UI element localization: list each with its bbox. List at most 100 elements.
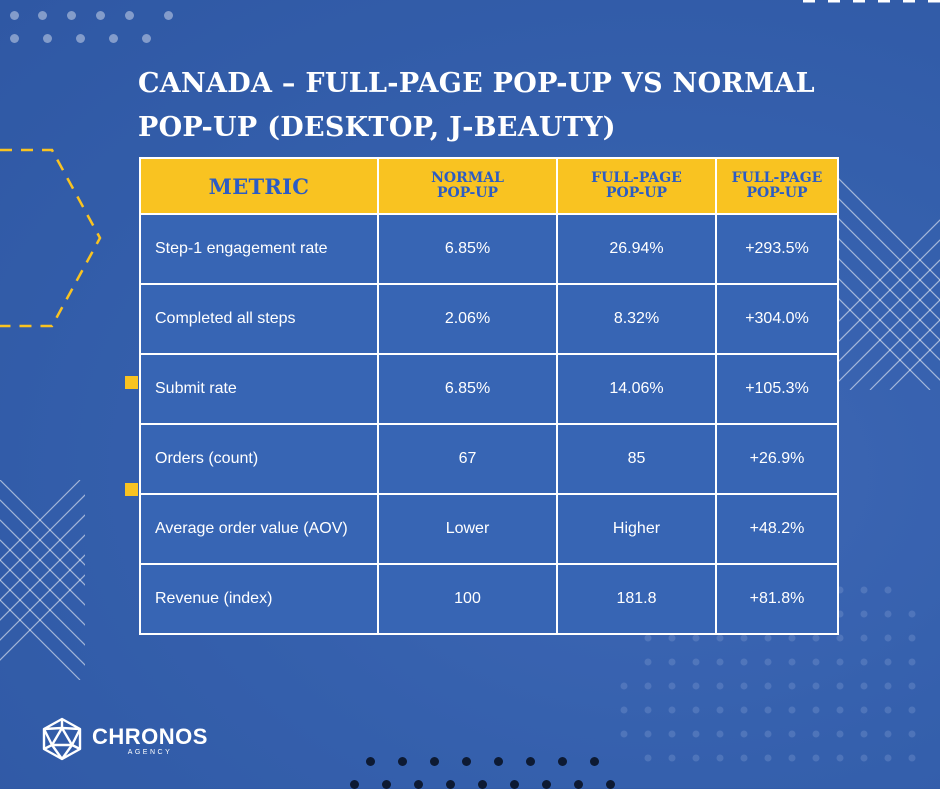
decorative-dot bbox=[884, 730, 892, 738]
decorative-dot bbox=[668, 754, 676, 762]
decorative-dot bbox=[668, 682, 676, 690]
decorative-dot bbox=[764, 658, 772, 666]
normal-popup-value: 6.85% bbox=[377, 213, 558, 285]
decorative-dot bbox=[668, 730, 676, 738]
column-header-normal-popup: NORMAL POP-UP bbox=[377, 157, 558, 215]
decorative-dot bbox=[716, 706, 724, 714]
change-value: +105.3% bbox=[715, 353, 839, 425]
decorative-dot bbox=[788, 658, 796, 666]
decorative-dot bbox=[716, 730, 724, 738]
decorative-dot bbox=[812, 754, 820, 762]
decorative-dot bbox=[692, 634, 700, 642]
decorative-dot bbox=[644, 754, 652, 762]
decorative-dot bbox=[716, 682, 724, 690]
decorative-dot bbox=[908, 682, 916, 690]
decorative-dot bbox=[860, 586, 868, 594]
normal-popup-value: Lower bbox=[377, 493, 558, 565]
decorative-dot bbox=[860, 730, 868, 738]
decorative-dot bbox=[812, 634, 820, 642]
decorative-dot bbox=[884, 706, 892, 714]
decorative-dot bbox=[836, 634, 844, 642]
decorative-dot bbox=[462, 757, 471, 766]
yellow-square-marker bbox=[125, 483, 138, 496]
change-value: +48.2% bbox=[715, 493, 839, 565]
decorative-dot bbox=[644, 634, 652, 642]
chronos-logo: CHRONOS AGENCY bbox=[40, 717, 208, 766]
column-header-full-page-popup: FULL-PAGE POP-UP bbox=[556, 157, 717, 215]
dashed-hexagon-outline bbox=[0, 148, 102, 328]
decorative-dot bbox=[836, 730, 844, 738]
table-header-row: METRIC NORMAL POP-UP FULL-PAGE POP-UP FU… bbox=[139, 157, 839, 215]
logo-tagline: AGENCY bbox=[127, 748, 173, 756]
metric-cell: Submit rate bbox=[139, 353, 379, 425]
decorative-dot bbox=[764, 634, 772, 642]
decorative-dot bbox=[125, 11, 134, 20]
decorative-dot bbox=[620, 730, 628, 738]
decorative-dot bbox=[606, 780, 615, 789]
decorative-dot bbox=[884, 610, 892, 618]
decorative-dot bbox=[692, 706, 700, 714]
decorative-dot bbox=[740, 658, 748, 666]
decorative-dot bbox=[788, 682, 796, 690]
decorative-dot bbox=[692, 754, 700, 762]
decorative-dot bbox=[788, 706, 796, 714]
decorative-dot bbox=[142, 34, 151, 43]
decorative-dot bbox=[836, 658, 844, 666]
decorative-dot bbox=[164, 11, 173, 20]
normal-popup-value: 67 bbox=[377, 423, 558, 495]
decorative-dot bbox=[884, 586, 892, 594]
decorative-dot bbox=[67, 11, 76, 20]
decorative-dot bbox=[644, 706, 652, 714]
decorative-dot bbox=[494, 757, 503, 766]
decorative-dot bbox=[740, 634, 748, 642]
decorative-dot bbox=[644, 658, 652, 666]
decorative-dot bbox=[908, 754, 916, 762]
decorative-dot bbox=[740, 730, 748, 738]
table-row: Revenue (index) 100 181.8 +81.8% bbox=[139, 563, 839, 635]
decorative-dot bbox=[788, 634, 796, 642]
decorative-dot bbox=[836, 706, 844, 714]
decorative-dot bbox=[908, 658, 916, 666]
column-header-full-page-popup-change: FULL-PAGE POP-UP bbox=[715, 157, 839, 215]
table-row: Step-1 engagement rate 6.85% 26.94% +293… bbox=[139, 213, 839, 285]
full-page-popup-value: 14.06% bbox=[556, 353, 717, 425]
decorative-dot bbox=[668, 658, 676, 666]
decorative-dot bbox=[884, 658, 892, 666]
decorative-dot bbox=[788, 754, 796, 762]
decorative-dot bbox=[908, 730, 916, 738]
decorative-dot bbox=[574, 780, 583, 789]
decorative-dot bbox=[740, 682, 748, 690]
decorative-dot bbox=[860, 658, 868, 666]
decorative-dot bbox=[740, 754, 748, 762]
decorative-dot bbox=[43, 34, 52, 43]
decorative-dot bbox=[716, 634, 724, 642]
decorative-dot bbox=[860, 634, 868, 642]
decorative-dot bbox=[812, 730, 820, 738]
decorative-dot bbox=[812, 706, 820, 714]
page-title: CANADA – FULL-PAGE POP-UP VS NORMAL POP-… bbox=[138, 68, 815, 143]
decorative-dot bbox=[764, 682, 772, 690]
decorative-dot bbox=[109, 34, 118, 43]
decorative-dot bbox=[764, 706, 772, 714]
decorative-dot bbox=[692, 730, 700, 738]
change-value: +293.5% bbox=[715, 213, 839, 285]
decorative-dot bbox=[668, 634, 676, 642]
decorative-dot bbox=[398, 757, 407, 766]
table-row: Average order value (AOV) Lower Higher +… bbox=[139, 493, 839, 565]
decorative-dot bbox=[446, 780, 455, 789]
decorative-dot bbox=[908, 706, 916, 714]
icosahedron-icon bbox=[40, 717, 84, 766]
full-page-popup-value: 26.94% bbox=[556, 213, 717, 285]
metric-cell: Average order value (AOV) bbox=[139, 493, 379, 565]
decorative-dot bbox=[908, 634, 916, 642]
logo-name: CHRONOS bbox=[92, 723, 208, 749]
decorative-dot bbox=[908, 610, 916, 618]
decorative-dot bbox=[860, 682, 868, 690]
decorative-dot bbox=[10, 34, 19, 43]
decorative-dot bbox=[812, 682, 820, 690]
decorative-dot bbox=[860, 610, 868, 618]
decorative-dot bbox=[10, 11, 19, 20]
decorative-dot bbox=[620, 682, 628, 690]
decorative-dot bbox=[860, 754, 868, 762]
decorative-dot bbox=[716, 658, 724, 666]
